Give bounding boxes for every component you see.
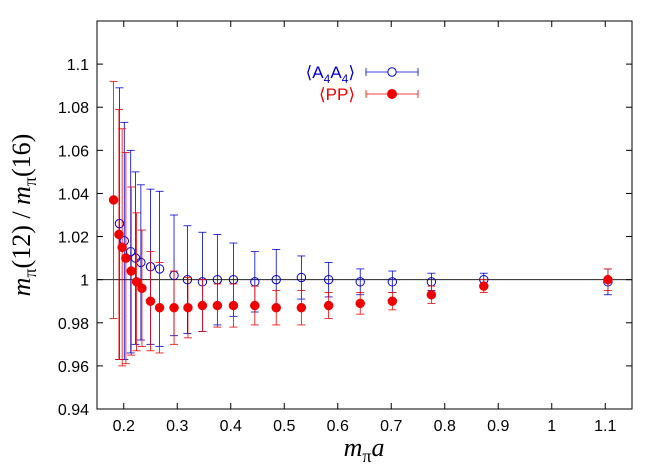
- legend-label: ⟨PP⟩: [319, 85, 355, 104]
- data-point: [182, 274, 193, 285]
- data-point: [603, 274, 613, 285]
- data-point: [323, 300, 334, 311]
- legend: ⟨A4A4⟩⟨PP⟩: [306, 63, 419, 104]
- data-point: [117, 242, 127, 253]
- x-tick-label: 1: [547, 418, 556, 435]
- data-point: [114, 218, 125, 229]
- x-tick-label: 0.5: [273, 418, 295, 435]
- y-axis-label: mπ(12) / mπ(16): [7, 134, 40, 297]
- data-point: [121, 253, 131, 263]
- y-tick-label: 0.98: [58, 316, 89, 333]
- data-point: [250, 300, 260, 311]
- data-point: [126, 246, 136, 257]
- x-tick-label: 0.6: [327, 418, 349, 435]
- data-point: [212, 300, 223, 311]
- data-point: [296, 302, 307, 313]
- data-point: [323, 274, 334, 285]
- data-point: [183, 302, 193, 313]
- data-point: [426, 290, 437, 300]
- x-tick-label: 0.2: [113, 418, 135, 435]
- x-tick-label: 0.8: [434, 418, 456, 435]
- data-point: [108, 195, 119, 205]
- data-point: [271, 274, 281, 285]
- data-point: [154, 302, 165, 313]
- x-tick-label: 0.7: [380, 418, 402, 435]
- data-point: [387, 296, 398, 306]
- y-tick-label: 1.04: [58, 186, 89, 203]
- plot-frame: [96, 20, 633, 410]
- data-point: [145, 296, 156, 306]
- y-tick-label: 1.08: [58, 100, 89, 117]
- data-point: [126, 266, 136, 276]
- series-layer: [108, 80, 613, 367]
- data-point: [197, 300, 208, 311]
- data-point: [355, 277, 365, 287]
- y-tick-label: 1.06: [58, 143, 89, 160]
- data-point: [137, 283, 147, 294]
- data-point: [479, 281, 489, 291]
- data-point: [387, 277, 398, 287]
- ticks-layer: 0.2 0.3 0.4 0.5 0.6 0.7 0.8 0.9 1 1.1 0.94 0.96 0.98…: [58, 21, 632, 435]
- data-point: [114, 229, 124, 240]
- y-tick-label: 0.96: [58, 359, 89, 376]
- x-axis-label: mπa: [344, 433, 385, 465]
- data-point: [169, 302, 179, 313]
- x-tick-label: 0.4: [220, 418, 242, 435]
- legend-marker: [387, 89, 397, 99]
- data-point: [271, 302, 281, 313]
- x-tick-label: 0.9: [487, 418, 509, 435]
- data-point: [296, 272, 307, 283]
- data-point: [131, 277, 142, 287]
- y-tick-label: 1.02: [58, 230, 89, 247]
- data-point: [355, 298, 365, 309]
- y-tick-label: 1: [80, 273, 89, 290]
- x-tick-label: 0.3: [166, 418, 188, 435]
- data-point: [228, 300, 239, 311]
- legend-marker: [387, 67, 397, 77]
- legend-label: ⟨A4A4⟩: [306, 63, 355, 86]
- series-pp: [108, 80, 613, 367]
- y-tick-label: 0.94: [58, 402, 89, 419]
- x-tick-label: 1.1: [594, 418, 616, 435]
- y-tick-label: 1.1: [67, 57, 89, 74]
